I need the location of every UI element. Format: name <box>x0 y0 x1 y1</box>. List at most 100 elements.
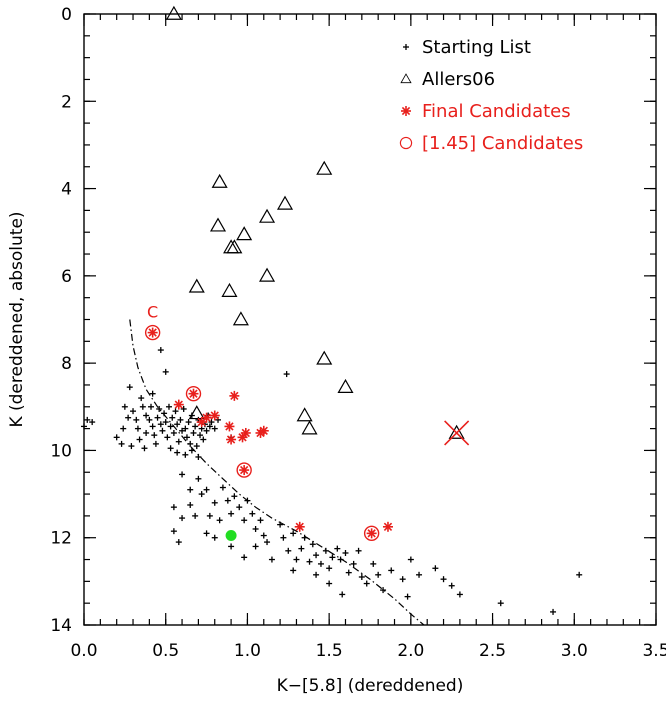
allers06-point <box>316 350 333 365</box>
final-candidates-point <box>226 434 237 445</box>
x-tick-label: 3.0 <box>561 641 588 661</box>
starting-list-point <box>175 539 182 546</box>
starting-list-point <box>432 565 439 572</box>
legend-marker-1-45-candidates <box>399 136 413 150</box>
starting-list-point <box>283 371 290 378</box>
starting-list-point <box>249 510 256 517</box>
legend-item-starting-list: Starting List <box>403 37 531 58</box>
y-tick-label: 8 <box>61 354 72 374</box>
x-tick-label: 3.5 <box>642 641 666 661</box>
y-tick-label: 14 <box>50 616 72 636</box>
starting-list-point <box>241 554 248 561</box>
starting-list-point <box>203 427 210 434</box>
legend-label: Final Candidates <box>422 101 571 122</box>
starting-list-point <box>187 486 194 493</box>
annotation-label: C <box>147 302 158 321</box>
starting-list-point <box>211 499 218 506</box>
starting-list-point <box>497 600 504 607</box>
legend-item-allers06: Allers06 <box>400 69 495 90</box>
starting-list-point <box>206 423 213 430</box>
starting-list-point <box>167 445 174 452</box>
starting-list-point <box>244 497 251 504</box>
final-candidates-point <box>294 521 305 532</box>
starting-list-point <box>187 501 194 508</box>
starting-list-point <box>164 434 171 441</box>
final-candidates-point <box>366 528 377 539</box>
starting-list-point <box>120 425 127 432</box>
starting-list-point <box>211 425 218 432</box>
starting-list-point <box>174 421 181 428</box>
reference-curve-layer <box>129 319 425 626</box>
series-starting-list <box>81 347 583 615</box>
x-tick-label: 2.5 <box>479 641 506 661</box>
starting-list-point <box>118 440 125 447</box>
allers06-point <box>448 424 465 439</box>
allers06-point <box>165 5 182 20</box>
allers06-point <box>236 226 253 241</box>
final-candidates-point <box>173 399 184 410</box>
starting-list-point <box>388 567 395 574</box>
starting-list-point <box>149 390 156 397</box>
series-1-45-candidates <box>144 324 380 542</box>
starting-list-point <box>211 534 218 541</box>
starting-list-point <box>179 427 186 434</box>
starting-list-point <box>219 484 226 491</box>
starting-list-point <box>363 580 370 587</box>
data-points-layer <box>81 5 583 615</box>
starting-list-point <box>170 528 177 535</box>
starting-list-point <box>192 423 199 430</box>
x-axis-label: K−[5.8] (dereddened) <box>277 676 464 696</box>
starting-list-point <box>224 497 231 504</box>
starting-list-point <box>301 534 308 541</box>
starting-list-point <box>179 471 186 478</box>
starting-list-point <box>136 436 143 443</box>
starting-list-point <box>162 419 169 426</box>
starting-list-point <box>236 504 243 511</box>
final-candidates-point <box>188 388 199 399</box>
reference-curve <box>129 319 425 626</box>
starting-list-point <box>309 541 316 548</box>
legend-label: Allers06 <box>422 69 495 90</box>
1-45-candidates-point <box>363 525 380 542</box>
y-tick-label: 12 <box>50 529 72 549</box>
starting-list-point <box>317 560 324 567</box>
legend: Starting List Allers06 Final Candidates [1.… <box>399 37 583 154</box>
starting-list-point <box>146 416 153 423</box>
starting-list-point <box>182 425 189 432</box>
starting-list-point <box>456 591 463 598</box>
starting-list-point <box>143 412 150 419</box>
cross-point <box>444 420 470 446</box>
y-tick-label: 6 <box>61 267 72 287</box>
starting-list-point <box>576 571 583 578</box>
final-candidates-point <box>239 465 250 476</box>
legend-label: Starting List <box>422 37 531 58</box>
y-tick-label: 0 <box>61 5 72 25</box>
starting-list-point <box>293 556 300 563</box>
starting-list-point <box>169 414 176 421</box>
allers06-point <box>276 195 294 210</box>
starting-list-point <box>133 416 140 423</box>
series-final-candidates <box>147 327 393 539</box>
starting-list-point <box>228 510 235 517</box>
starting-list-point <box>197 432 204 439</box>
starting-list-point <box>183 434 190 441</box>
starting-list-point <box>370 560 377 567</box>
legend-marker-starting-list <box>403 44 409 50</box>
starting-list-point <box>113 434 120 441</box>
starting-list-point <box>550 608 557 615</box>
starting-list-point <box>380 587 387 594</box>
legend-item-1-45-candidates: [1.45] Candidates <box>399 133 583 154</box>
starting-list-point <box>280 534 287 541</box>
starting-list-point <box>177 416 184 423</box>
starting-list-point <box>157 421 164 428</box>
starting-list-point <box>151 432 158 439</box>
starting-list-point <box>185 419 192 426</box>
allers06-point <box>259 208 276 223</box>
x-tick-label: 2.0 <box>397 641 424 661</box>
starting-list-point <box>339 591 346 598</box>
allers06-point <box>316 160 333 175</box>
starting-list-point <box>268 556 275 563</box>
series-cross <box>444 420 470 446</box>
legend-marker-final-candidates <box>401 106 411 116</box>
